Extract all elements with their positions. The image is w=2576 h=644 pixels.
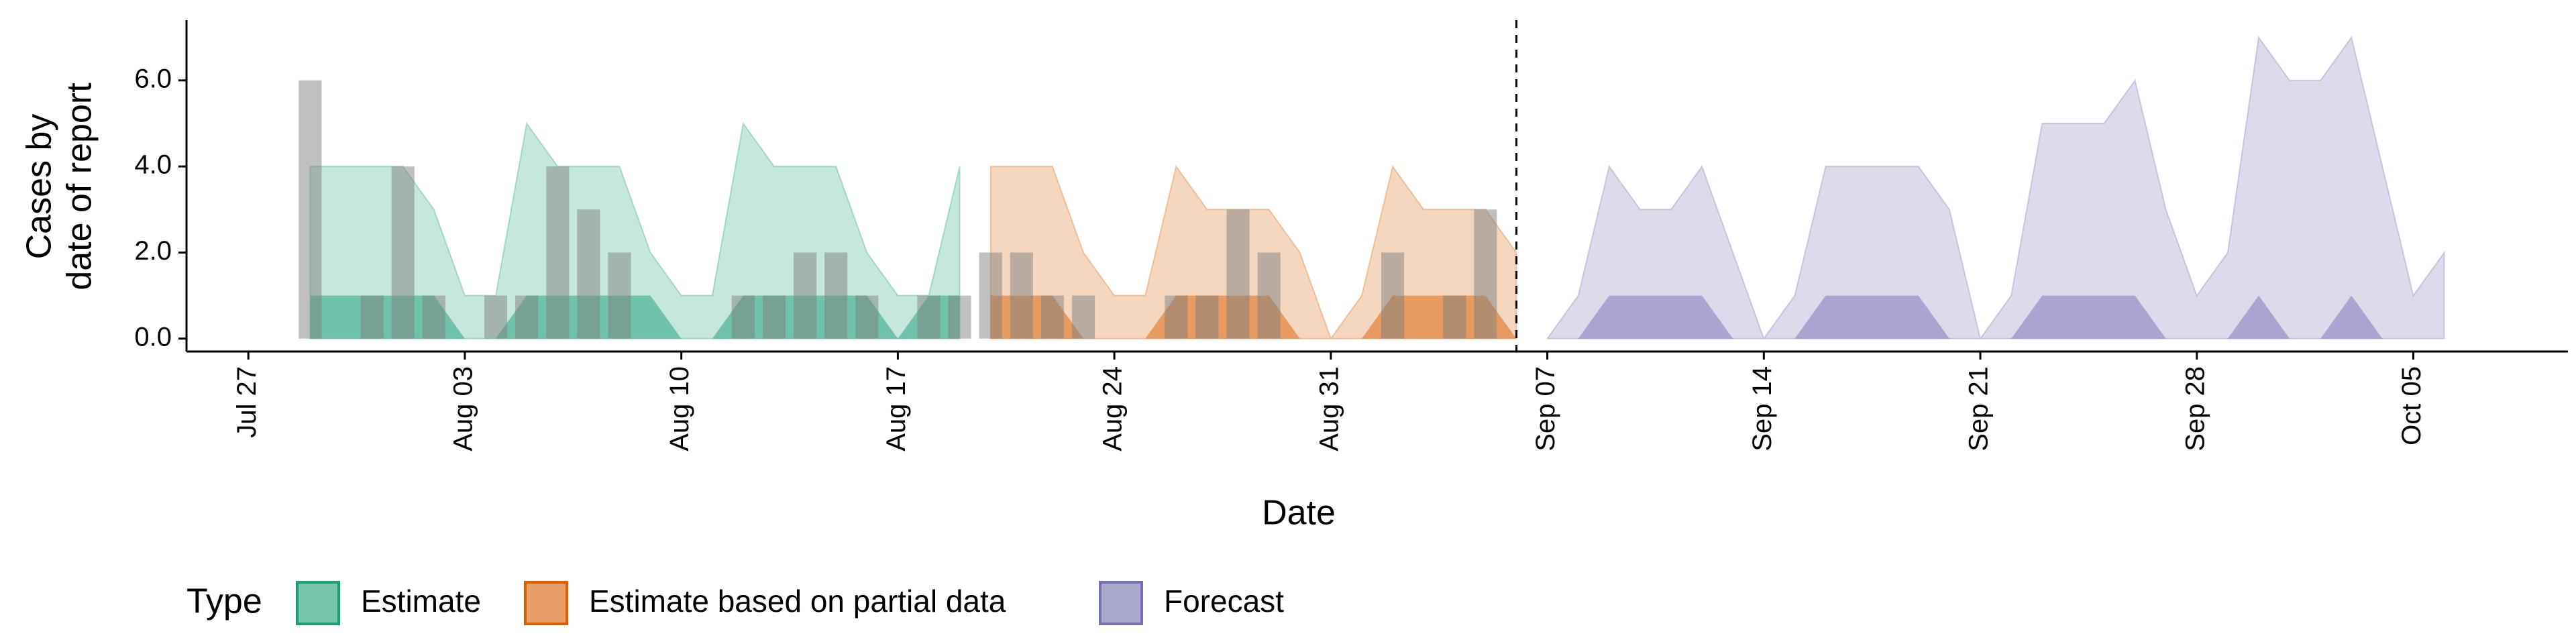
x-axis-title: Date [1262,494,1336,533]
y-tick-label: 2.0 [134,236,172,266]
bar [1165,295,1188,339]
y-axis-title: date of report [60,83,99,290]
bar [360,295,384,339]
bar [1071,295,1095,339]
bar [1226,209,1250,339]
bar [1195,295,1219,339]
x-tick-label: Sep 14 [1748,366,1777,451]
legend-swatch [524,581,568,625]
bar [855,295,879,339]
x-tick-label: Jul 27 [232,366,262,438]
x-tick-label: Aug 10 [665,366,694,451]
band-area [1547,295,2445,339]
x-tick-label: Sep 21 [1964,366,1994,451]
legend-swatch [296,581,340,625]
x-tick-label: Sep 28 [2180,366,2210,451]
bar [484,295,508,339]
bar [948,295,971,339]
bar [1257,252,1281,339]
bar [1040,295,1064,339]
legend-label: Estimate based on partial data [589,584,1006,619]
x-tick-label: Aug 03 [448,366,478,451]
x-tick-label: Aug 24 [1098,366,1128,451]
bar [794,252,817,339]
bar [762,295,786,339]
bar [1474,209,1497,339]
bar [979,252,1002,339]
y-tick-label: 0.0 [134,322,172,352]
band-area [1546,36,2445,341]
bar [1010,252,1033,339]
bar [731,295,755,339]
y-axis-title: Cases by [20,114,59,260]
bar [608,252,631,339]
y-tick-label: 4.0 [134,150,172,180]
bar [546,166,570,339]
bar [515,295,539,339]
x-tick-label: Aug 31 [1314,366,1344,451]
bar [391,166,415,339]
legend-label: Estimate [361,584,481,619]
bar [577,209,600,339]
x-tick-label: Sep 07 [1531,366,1560,451]
bar [1443,295,1466,339]
legend-title: Type [186,582,262,621]
bar [422,295,445,339]
bar [824,252,848,339]
y-tick-label: 6.0 [134,64,172,93]
x-tick-label: Oct 05 [2397,366,2426,445]
x-tick-label: Aug 17 [881,366,911,451]
legend-label: Forecast [1164,584,1284,619]
bar [299,80,322,339]
legend-swatch [1099,581,1143,625]
bar [1381,252,1405,339]
bar [917,295,941,339]
